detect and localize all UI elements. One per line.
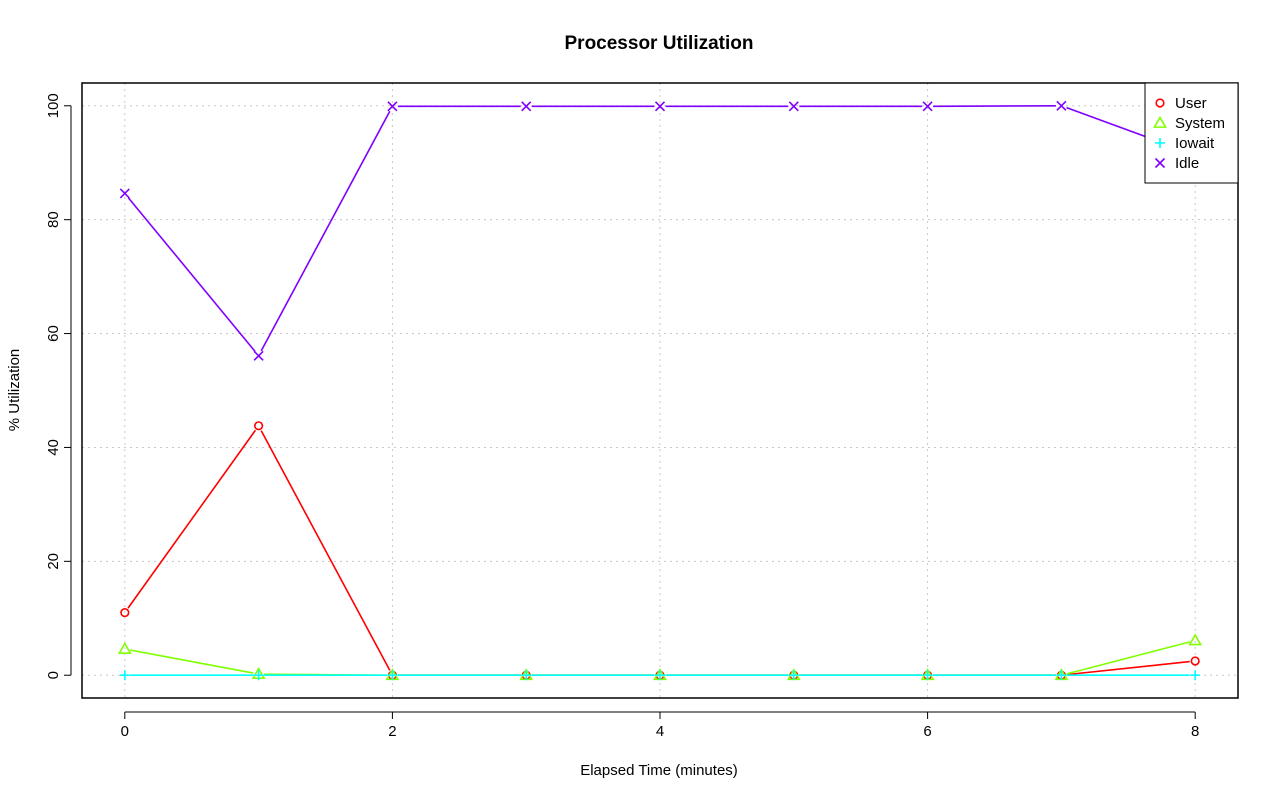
chart-title: Processor Utilization	[565, 33, 754, 54]
user-point	[1190, 656, 1200, 666]
x-tick-label: 6	[923, 723, 931, 740]
plot-frame	[81, 82, 1239, 699]
idle-point	[1056, 100, 1067, 111]
idle-point	[119, 188, 130, 199]
idle-line-segment	[127, 197, 256, 353]
iowait-point	[788, 670, 799, 681]
system-point	[1188, 633, 1203, 646]
x-tick-label: 4	[656, 723, 664, 740]
iowait-point	[521, 670, 532, 681]
idle-point	[521, 101, 532, 112]
legend: User System Iowait Idle	[1144, 82, 1239, 184]
user-line-segment	[127, 429, 257, 609]
iowait-point	[253, 670, 264, 681]
user-line-segment	[260, 430, 391, 671]
system-line-segment	[1066, 641, 1191, 675]
y-tick-label: 0	[45, 671, 62, 679]
system-line-segment	[130, 649, 254, 674]
legend-idle-label: Idle	[1175, 155, 1199, 172]
user-point	[120, 607, 130, 618]
iowait-point	[119, 670, 130, 681]
x-axis: 0 2 4 6 8	[121, 711, 1199, 740]
series-lines	[127, 105, 1191, 677]
y-tick-label: 60	[45, 325, 62, 342]
x-axis-label: Elapsed Time (minutes)	[580, 762, 738, 779]
user-point	[254, 421, 264, 431]
legend-system-marker	[1153, 115, 1167, 128]
idle-point	[253, 350, 264, 361]
idle-point	[387, 101, 398, 112]
user-line-segment	[1066, 660, 1190, 676]
y-axis-label: % Utilization	[6, 349, 23, 432]
idle-line-segment	[933, 105, 1056, 108]
idle-point	[922, 101, 933, 112]
idle-line-segment	[260, 110, 391, 352]
y-tick-label: 20	[45, 553, 62, 570]
legend-idle-marker	[1154, 157, 1166, 169]
iowait-point	[1190, 670, 1201, 681]
y-axis: 0 20 40 60 80 100	[45, 93, 72, 679]
legend-iowait-label: Iowait	[1175, 135, 1215, 152]
system-point	[117, 641, 132, 654]
legend-iowait-marker	[1155, 138, 1165, 148]
iowait-point	[387, 670, 398, 681]
x-tick-label: 0	[121, 723, 129, 740]
x-tick-label: 8	[1191, 723, 1199, 740]
y-tick-label: 40	[45, 439, 62, 456]
legend-system-label: System	[1175, 115, 1225, 132]
iowait-point	[1056, 670, 1067, 681]
iowait-point	[655, 670, 665, 681]
legend-user-label: User	[1175, 95, 1207, 112]
idle-point	[654, 101, 666, 112]
legend-user-marker	[1155, 98, 1165, 108]
y-tick-label: 100	[45, 93, 62, 118]
x-tick-label: 2	[388, 723, 396, 740]
grid	[82, 83, 1238, 698]
iowait-point	[922, 670, 933, 681]
y-tick-label: 80	[45, 211, 62, 228]
idle-point	[788, 101, 799, 112]
